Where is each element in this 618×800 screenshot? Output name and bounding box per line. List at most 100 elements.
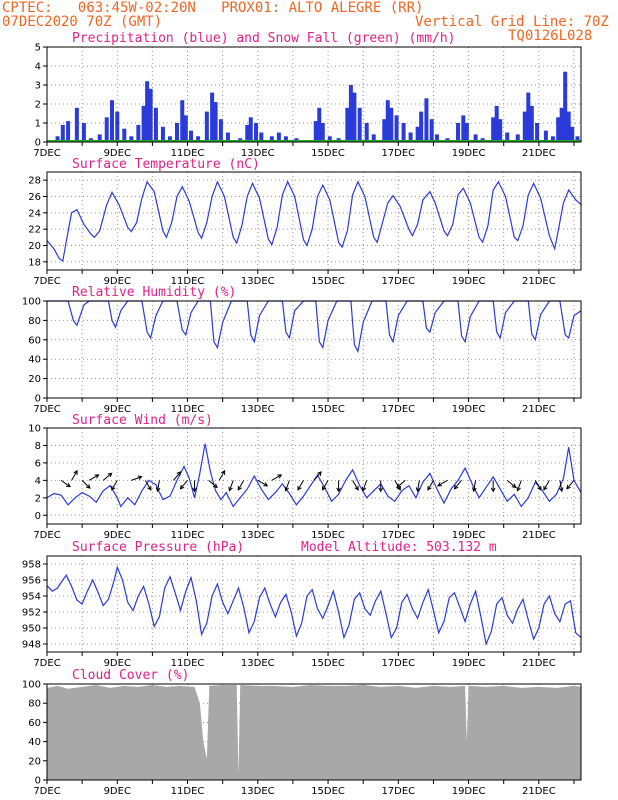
precip-bar [522, 111, 527, 142]
precip-bar [210, 92, 215, 142]
precip-bar [348, 85, 353, 142]
pressure-ytick-label: 958 [22, 560, 41, 571]
wind-vector [378, 480, 384, 493]
precip-bar [491, 117, 496, 142]
precip-bar [566, 111, 571, 142]
wind-vector-head [213, 483, 218, 489]
temp-ytick-label: 26 [28, 192, 41, 203]
wind-ytick-label: 6 [35, 458, 41, 469]
wind-vector [322, 480, 329, 491]
cloud-xtick-label: 13DEC [241, 786, 275, 797]
precip-bar [529, 105, 534, 142]
wind-vector-shaft [218, 470, 226, 481]
cloud-title: Cloud Cover (%) [72, 668, 189, 683]
cloud-xtick-label: 9DEC [104, 786, 131, 797]
temp-panel: 18 20 22 24 26 28 7DEC 9DEC 11DEC 13DEC 15DEC 17DEC… [28, 157, 582, 287]
precip-bar [204, 111, 209, 142]
wind-vector-shaft [297, 480, 304, 491]
wind-vector-shaft [81, 480, 91, 489]
precip-ytick-label: 4 [35, 62, 41, 73]
precip-bar [74, 107, 79, 142]
precip-bar [129, 136, 134, 142]
precip-xtick-label: 21DEC [522, 148, 556, 159]
wind-frame [46, 427, 582, 525]
wind-vector-shaft [228, 480, 234, 491]
precip-bar [327, 136, 332, 142]
precip-bar [473, 134, 478, 142]
wind-vector [192, 480, 197, 493]
precip-bar [254, 123, 259, 142]
wind-vector-head [155, 487, 161, 493]
wind-vector [516, 480, 522, 492]
wind-vector-head [378, 487, 384, 493]
wind-vector-shaft [157, 480, 160, 492]
precip-bar [183, 115, 188, 142]
pressure-xtick-label: 11DEC [171, 658, 205, 669]
precip-bar [357, 107, 362, 142]
wind-vector-head [543, 485, 548, 491]
wind-vector [297, 480, 304, 491]
temp-ytick-label: 28 [28, 176, 41, 187]
wind-vector-shaft [208, 479, 218, 488]
temp-ytick-label: 20 [28, 241, 41, 252]
wind-vector-head [277, 474, 283, 479]
rh-panel: 0 20 40 60 80 100 7DEC 9DEC 11DEC 13DEC 15DEC 17DEC… [22, 285, 582, 415]
wind-xtick-label: 13DEC [241, 530, 275, 541]
precip-bar [550, 136, 555, 142]
wind-vector-head [147, 485, 152, 491]
precip-bar [109, 100, 114, 142]
rh-xtick-label: 17DEC [381, 404, 415, 415]
wind-vector-head [237, 485, 242, 491]
precip-bar [575, 136, 580, 142]
precip-xtick-label: 9DEC [104, 148, 131, 159]
pressure-xtick-label: 15DEC [311, 658, 345, 669]
wind-vector-shaft [111, 480, 118, 491]
wind-vector [558, 480, 564, 493]
precip-bar [364, 123, 369, 142]
rh-xtick-label: 9DEC [104, 404, 131, 415]
wind-vector-head [566, 484, 571, 490]
wind-vector [284, 480, 290, 492]
wind-vector [534, 480, 542, 491]
wind-vector-shaft [473, 480, 477, 492]
rh-frame [46, 300, 582, 399]
precip-bar [104, 117, 109, 142]
wind-vector-head [471, 487, 477, 493]
wind-ytick-label: 10 [28, 424, 41, 435]
precip-bar [389, 107, 394, 142]
pressure-ytick-label: 954 [22, 592, 41, 603]
precip-frame-top [46, 46, 582, 143]
precip-bar [55, 136, 60, 142]
cloud-xtick-label: 17DEC [381, 786, 415, 797]
precip-xtick-label: 17DEC [381, 148, 415, 159]
precip-bar [196, 136, 201, 142]
precip-bar [498, 119, 503, 142]
cloud-ytick-label: 60 [28, 718, 41, 729]
temp-xtick-label: 15DEC [311, 276, 345, 287]
wind-vector [81, 480, 91, 489]
wind-vector-head [176, 471, 182, 476]
wind-vector-shaft [543, 480, 550, 491]
precip-bar [352, 92, 357, 142]
wind-vector-shaft [131, 476, 142, 481]
wind-vector-head [192, 487, 197, 493]
wind-vector-shaft [454, 480, 462, 490]
wind-vector [361, 480, 368, 492]
wind-vector-shaft [271, 474, 282, 481]
wind-vector-shaft [313, 471, 322, 481]
wind-vector-shaft [534, 480, 542, 491]
wind-vector [144, 480, 152, 491]
wind-title: Surface Wind (m/s) [72, 413, 213, 428]
precip-bar [429, 119, 434, 142]
precip-bar [225, 132, 230, 142]
wind-series-line [46, 443, 582, 508]
wind-vector-shaft [257, 479, 268, 487]
pressure-xtick-label: 7DEC [33, 658, 60, 669]
wind-vector-shaft [180, 480, 188, 490]
cloud-cover-area [47, 684, 581, 780]
pressure-xtick-label: 19DEC [452, 658, 486, 669]
cloud-ytick-label: 80 [28, 699, 41, 710]
temp-frame-top [46, 171, 582, 271]
wind-vector [396, 479, 406, 489]
wind-vector-shaft [396, 479, 406, 488]
